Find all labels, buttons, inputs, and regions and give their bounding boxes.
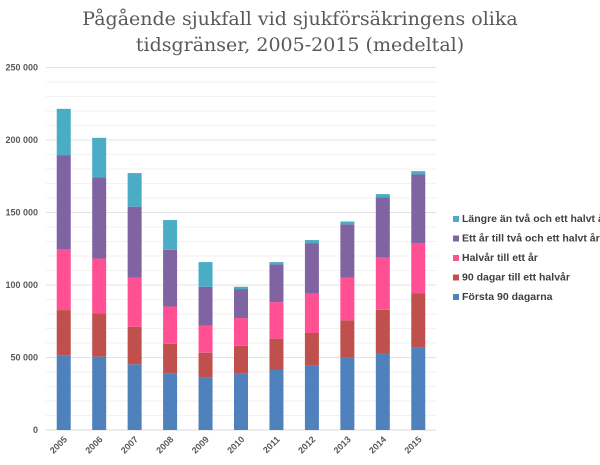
bar-segment-3	[375, 257, 390, 310]
bar-segment-1	[163, 373, 178, 430]
x-tick-label: 2009	[190, 434, 211, 455]
x-tick-label: 2005	[48, 434, 69, 455]
bar-segment-5	[198, 262, 213, 287]
bar-segment-4	[304, 243, 319, 294]
bar-segment-2	[92, 313, 107, 357]
legend-label: Halvår till ett år	[462, 252, 538, 264]
bar-segment-3	[163, 306, 178, 344]
legend-label: Ett år till två och ett halvt år	[462, 233, 600, 245]
chart-title-line-1: Pågående sjukfall vid sjukförsäkringens …	[82, 8, 518, 30]
bar-segment-5	[269, 262, 284, 265]
x-tick-label: 2013	[332, 434, 353, 455]
bar-segment-4	[411, 174, 426, 244]
y-tick-label: 250 000	[5, 63, 38, 73]
bar-segment-2	[269, 338, 284, 370]
y-tick-label: 150 000	[5, 208, 38, 218]
legend-swatch	[453, 274, 459, 281]
x-tick-label: 2010	[225, 434, 246, 455]
bar-segment-2	[411, 293, 426, 348]
bar-segment-3	[304, 293, 319, 333]
bar-segment-5	[92, 137, 107, 178]
bar-segment-3	[198, 325, 213, 353]
y-tick-label: 200 000	[5, 135, 38, 145]
legend-swatch	[453, 235, 459, 242]
bar-segment-1	[304, 365, 319, 430]
bar-segment-5	[340, 221, 355, 225]
bar-segment-4	[127, 206, 142, 278]
bar-segment-3	[411, 243, 426, 294]
bar-segment-1	[198, 377, 213, 430]
bar-segment-5	[234, 286, 248, 290]
bar-segment-5	[56, 108, 71, 156]
x-tick-label: 2008	[154, 434, 175, 455]
bar-segment-4	[92, 177, 107, 259]
bar-segment-2	[340, 320, 355, 358]
x-tick-label: 2015	[402, 434, 423, 455]
bar-segment-2	[198, 352, 213, 378]
bar-segment-3	[340, 277, 355, 321]
legend-label: Längre än två och ett halvt år	[462, 213, 600, 225]
bar-segment-3	[127, 277, 142, 327]
bar-segment-1	[375, 353, 390, 430]
bar-segment-4	[340, 224, 355, 278]
chart-title: Pågående sjukfall vid sjukförsäkringens …	[0, 6, 600, 58]
x-tick-label: 2006	[83, 434, 104, 455]
legend-swatch	[453, 216, 459, 222]
bar-segment-2	[127, 326, 142, 365]
x-tick-label: 2007	[119, 434, 140, 455]
bar-segment-4	[198, 286, 213, 326]
bar-segment-1	[234, 373, 248, 430]
bar-segment-4	[375, 197, 390, 258]
bar-segment-3	[92, 258, 107, 314]
bar-segment-4	[234, 289, 248, 319]
legend-label: Första 90 dagarna	[462, 291, 553, 303]
bar-segment-1	[340, 357, 355, 430]
bar-segment-2	[304, 332, 319, 366]
bar-segment-4	[269, 264, 284, 303]
x-tick-label: 2011	[261, 434, 282, 455]
bar-segment-1	[411, 347, 426, 430]
bar-segment-3	[269, 302, 284, 339]
bar-segment-5	[304, 240, 319, 244]
bar-segment-1	[56, 355, 71, 430]
bar-segment-1	[127, 364, 142, 430]
legend-label: 90 dagar till ett halvår	[462, 272, 570, 284]
y-tick-label: 50 000	[10, 353, 38, 363]
x-tick-label: 2012	[296, 434, 317, 455]
x-tick-label: 2014	[367, 434, 388, 455]
bar-segment-2	[56, 310, 71, 356]
legend-swatch	[453, 255, 459, 261]
bar-segment-5	[375, 194, 390, 198]
y-tick-label: 0	[33, 425, 38, 435]
bar-segment-5	[163, 220, 178, 250]
bar-segment-5	[411, 171, 426, 175]
bar-segment-5	[127, 173, 142, 207]
bar-segment-2	[375, 309, 390, 354]
bar-segment-4	[163, 249, 178, 307]
y-tick-label: 100 000	[5, 280, 38, 290]
bar-segment-3	[56, 249, 71, 311]
bar-segment-2	[163, 343, 178, 374]
legend-swatch	[453, 294, 459, 300]
bar-segment-2	[234, 345, 248, 374]
bar-segment-1	[92, 356, 107, 430]
bar-segment-3	[234, 318, 248, 346]
chart-title-line-2: tidsgränser, 2005-2015 (medeltal)	[135, 34, 465, 56]
bar-segment-1	[269, 369, 284, 430]
bar-segment-4	[56, 155, 71, 250]
